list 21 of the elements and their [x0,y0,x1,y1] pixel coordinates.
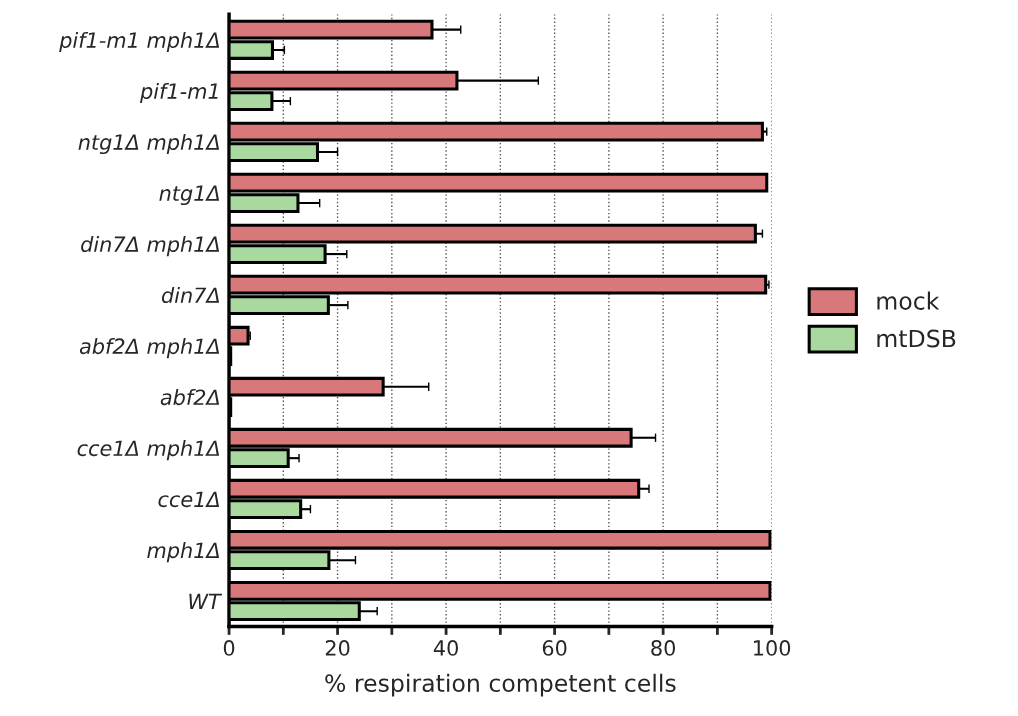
legend-label: mock [877,291,940,310]
y-tick-label: cce1Δ mph1Δ [77,440,220,461]
y-tick-label: abf2Δ mph1Δ [79,338,220,359]
x-tick-label: 20 [325,640,350,656]
x-tick-label: 80 [651,640,675,656]
y-tick-label: din7Δ mph1Δ [81,235,220,257]
y-tick-label: WT [189,593,223,609]
x-tick-label: 40 [433,640,458,656]
x-tick-label: 0 [223,640,235,656]
y-tick-label: mph1Δ [147,542,220,563]
y-tick-label: abf2Δ [160,389,220,406]
x-tick-label: 100 [754,640,791,656]
y-tick-label: pif1-m1 mph1Δ [59,31,220,53]
y-tick-label: cce1Δ [158,491,220,508]
y-tick-label: din7Δ [161,286,220,304]
x-axis-title: % respiration competent cells [325,673,676,697]
x-tick-label: 60 [542,640,567,656]
y-tick-label: pif1-m1 [139,82,218,104]
y-tick-label: ntg1Δ mph1Δ [78,133,220,155]
legend-label: mtDSB [877,329,956,348]
y-tick-label: ntg1Δ [159,185,220,206]
